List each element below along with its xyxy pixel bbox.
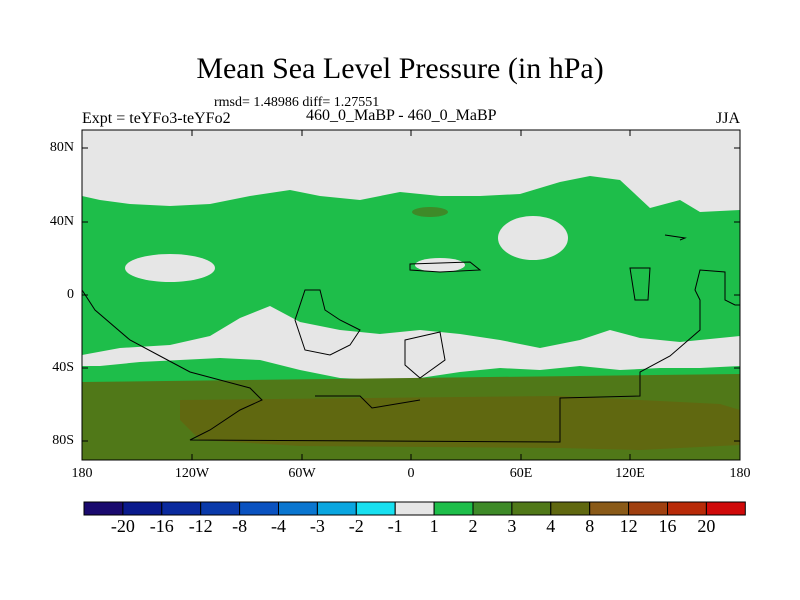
colorbar-label: 2: [468, 516, 478, 536]
lat-tick-label: 40S: [52, 360, 74, 375]
colorbar-box: [667, 501, 707, 516]
lon-tick-label: 180: [71, 466, 93, 481]
colorbar-box: [355, 501, 396, 516]
colorbar-box: [589, 501, 630, 516]
field-light-patch: [415, 258, 465, 272]
lon-tick-label: 60W: [288, 466, 316, 481]
field-light-south: [82, 306, 740, 380]
colorbar-box: [511, 501, 552, 516]
colorbar-box: [200, 501, 241, 516]
colorbar-box: [161, 501, 202, 516]
colorbar-box: [433, 501, 474, 516]
colorbar-label: 8: [585, 516, 595, 536]
colorbar-label: -1: [387, 516, 403, 536]
colorbar-label: -20: [110, 516, 135, 536]
lat-tick-label: 80N: [49, 140, 74, 155]
colorbar-box: [394, 501, 435, 516]
lon-tick-label: 60E: [509, 466, 533, 481]
colorbar-label: 12: [619, 516, 638, 536]
colorbar-box: [705, 501, 746, 516]
colorbar-label: 16: [658, 516, 677, 536]
colorbar-label: 1: [429, 516, 439, 536]
colorbar-label: -2: [348, 516, 364, 536]
field-light-north: [82, 130, 740, 212]
coastlines: [81, 234, 740, 443]
lat-tick-label: 40N: [49, 214, 74, 229]
colorbar-label: -3: [309, 516, 325, 536]
lon-tick-label: 120W: [174, 466, 210, 481]
field-dark-patch: [412, 207, 448, 217]
experiment-label: Expt = teYFo3-teYFo2: [82, 110, 231, 127]
field-light-patch: [498, 216, 568, 260]
colorbar-box: [278, 501, 318, 516]
colorbar-label: -16: [149, 516, 174, 536]
lat-tick-label: 80S: [52, 433, 74, 448]
colorbar-label: 3: [507, 516, 517, 536]
period-label: 460_0_MaBP - 460_0_MaBP: [306, 107, 497, 124]
axis-ticks: [82, 130, 740, 460]
season-label: JJA: [715, 110, 740, 127]
chart-title: Mean Sea Level Pressure (in hPa): [196, 52, 604, 85]
lon-tick-label: 180: [729, 466, 751, 481]
stats-text: rmsd= 1.48986 diff= 1.27551: [214, 95, 380, 110]
colorbar-box: [239, 501, 280, 516]
lon-tick-label: 120E: [615, 466, 645, 481]
lon-tick-label: 0: [407, 466, 415, 481]
colorbar-box: [472, 501, 513, 516]
colorbar-label: -8: [232, 516, 248, 536]
colorbar-label: 4: [546, 516, 556, 536]
field-light-patch: [125, 254, 215, 282]
colorbar-label: -12: [188, 516, 213, 536]
colorbar-label: -4: [271, 516, 286, 536]
colorbar-box: [628, 501, 668, 516]
field-darker-south: [180, 396, 740, 450]
colorbar-box: [83, 501, 124, 516]
lat-tick-label: 0: [67, 287, 74, 302]
colorbar-box: [122, 501, 163, 516]
colorbar-label: 20: [697, 516, 716, 536]
colorbar-box: [550, 501, 591, 516]
colorbar-box: [316, 501, 357, 516]
